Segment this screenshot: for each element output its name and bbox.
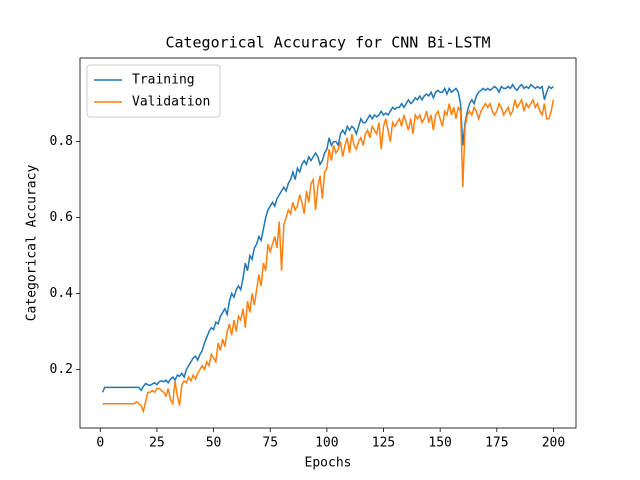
x-axis-label: Epochs bbox=[305, 456, 352, 471]
y-tick-label: 0.6 bbox=[50, 210, 73, 225]
legend: Training Validation bbox=[86, 64, 221, 118]
x-tick-label: 175 bbox=[485, 436, 508, 451]
x-tick-label: 125 bbox=[372, 436, 395, 451]
legend-box bbox=[86, 64, 221, 118]
y-tick-label: 0.8 bbox=[50, 134, 73, 149]
x-tick-label: 0 bbox=[96, 436, 104, 451]
x-tick-label: 75 bbox=[262, 436, 278, 451]
x-tick-label: 25 bbox=[149, 436, 165, 451]
series-line bbox=[102, 97, 555, 414]
y-axis-label: Categorical Accuracy bbox=[25, 165, 40, 322]
chart-title: Categorical Accuracy for CNN Bi-LSTM bbox=[165, 34, 490, 52]
x-tick-label: 50 bbox=[206, 436, 222, 451]
series-line bbox=[101, 83, 554, 393]
x-tick-label: 200 bbox=[542, 436, 565, 451]
y-tick-label: 0.2 bbox=[50, 362, 73, 377]
y-tick-label: 0.4 bbox=[50, 286, 74, 301]
x-tick-label: 150 bbox=[428, 436, 451, 451]
axes-frame bbox=[79, 57, 577, 429]
x-tick-label: 100 bbox=[315, 436, 338, 451]
legend-label: Training bbox=[132, 73, 195, 88]
legend-label: Validation bbox=[132, 95, 210, 110]
